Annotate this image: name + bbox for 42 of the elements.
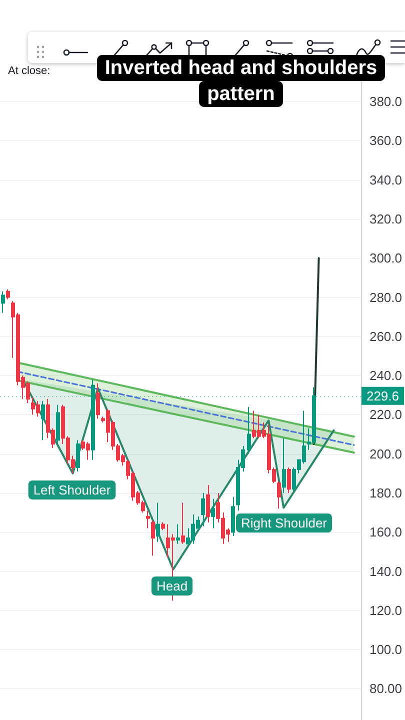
- candlestick: [156, 502, 160, 542]
- candlestick: [277, 480, 281, 510]
- candlestick: [151, 520, 155, 556]
- candlestick: [56, 404, 60, 445]
- candlestick: [76, 440, 80, 472]
- candlestick: [41, 400, 45, 441]
- y-tick-label: 140.0: [369, 564, 402, 579]
- y-tick-label: 200.0: [369, 446, 402, 462]
- y-tick-label: 360.0: [369, 133, 402, 148]
- y-tick-label: 240.0: [369, 368, 402, 384]
- candlestick: [206, 484, 210, 523]
- y-tick-label: 180.0: [369, 485, 402, 500]
- y-tick-label: 80.00: [369, 681, 402, 696]
- candlestick: [96, 382, 100, 420]
- y-tick-label: 120.0: [369, 602, 402, 618]
- y-tick-label: 340.0: [369, 172, 402, 188]
- y-tick-label: 220.0: [369, 407, 402, 422]
- y-tick-label: 280.0: [369, 290, 402, 305]
- annotation: At close:: [8, 65, 50, 77]
- ref-line-label: 229.6: [366, 388, 400, 404]
- candlestick: [176, 524, 180, 544]
- candlestick: [211, 498, 215, 529]
- candlestick: [181, 502, 185, 544]
- candlestick: [1, 290, 5, 314]
- candlestick: [161, 522, 165, 531]
- annotation: Right Shoulder: [241, 516, 328, 530]
- annotation: Left Shoulder: [33, 482, 112, 498]
- candlestick: [6, 288, 10, 300]
- y-tick-label: 320.0: [369, 211, 402, 226]
- y-tick-label: 100.0: [369, 642, 402, 658]
- candlestick: [247, 406, 251, 454]
- candlestick: [287, 467, 291, 494]
- y-tick-label: 300.0: [369, 250, 402, 266]
- y-tick-label: 260.0: [369, 328, 402, 344]
- candlestick: [282, 438, 286, 494]
- candlestick: [146, 510, 150, 529]
- y-tick-label: 380.0: [369, 94, 402, 110]
- candlestick: [231, 496, 235, 537]
- candlestick: [201, 492, 205, 527]
- y-tick-label: 160.0: [369, 524, 402, 540]
- candlestick: [91, 378, 95, 460]
- annotation: Head: [156, 578, 188, 594]
